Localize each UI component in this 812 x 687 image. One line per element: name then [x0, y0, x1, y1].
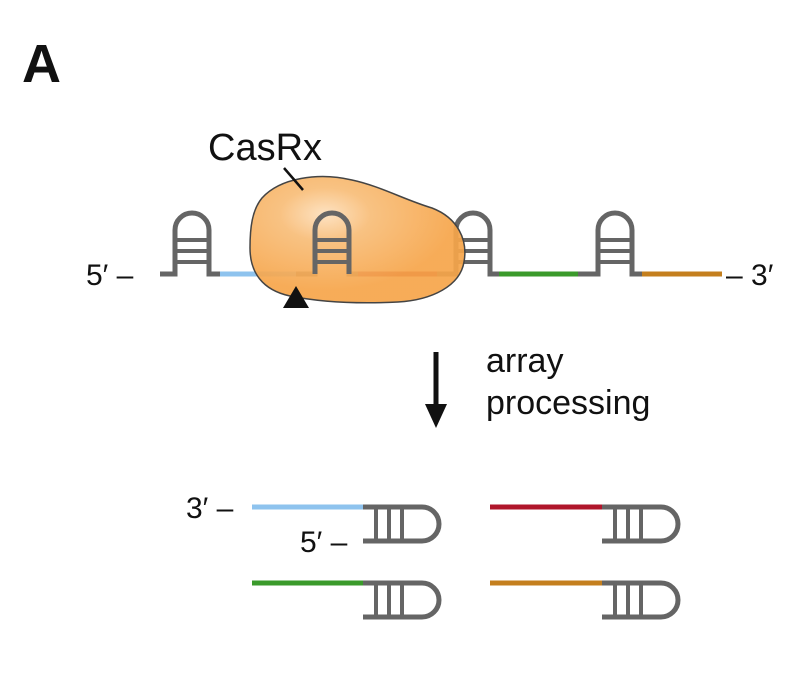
product-3-prime-label: 3′ –	[186, 492, 234, 525]
cleavage-site-marker	[283, 286, 309, 308]
processing-arrow	[425, 352, 447, 428]
crrna-product-1	[252, 504, 442, 544]
crrna-product-2	[490, 504, 681, 544]
panel-label: A	[22, 34, 61, 94]
step-label-line2: processing	[486, 384, 650, 422]
casrx-leader-line	[283, 167, 304, 191]
hairpin-1	[160, 210, 220, 277]
casrx-protein	[249, 175, 466, 304]
hairpin-2-stem	[312, 210, 352, 274]
product-5-prime-label: 5′ –	[300, 526, 348, 559]
array-5-prime-label: 5′ –	[86, 259, 134, 292]
casrx-label: CasRx	[208, 127, 322, 169]
crrna-product-4	[490, 580, 681, 620]
hairpin-4	[578, 210, 642, 277]
crrna-product-3	[252, 580, 442, 620]
step-label-line1: array	[486, 342, 563, 380]
crrna-products	[252, 504, 681, 620]
array-3-prime-label: – 3′	[726, 259, 774, 292]
